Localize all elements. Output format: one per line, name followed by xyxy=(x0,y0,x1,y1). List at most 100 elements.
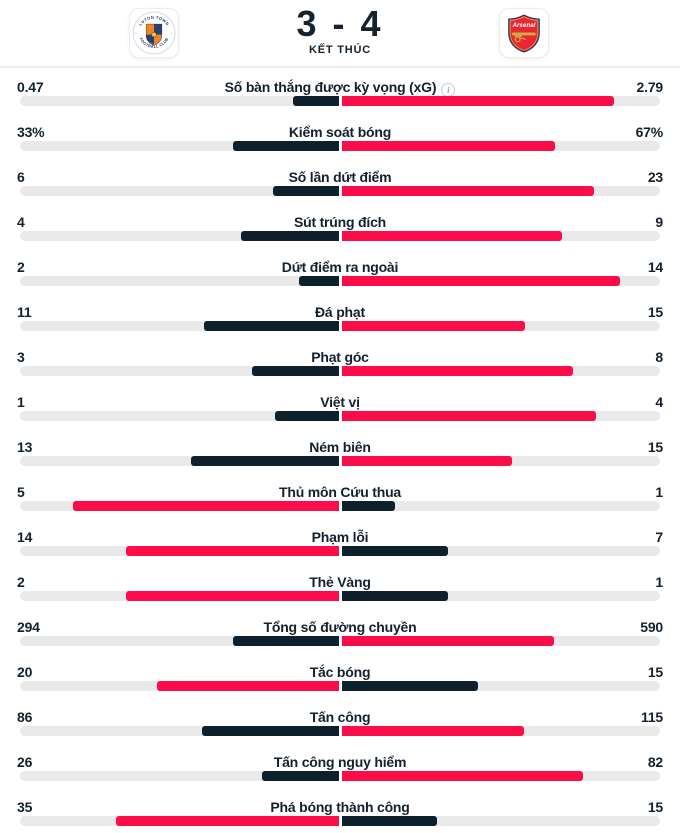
stat-label-text: Số bàn thắng được kỳ vọng (xG) xyxy=(224,79,437,95)
home-bar xyxy=(233,141,339,151)
stat-label-text: Ném biên xyxy=(309,439,371,455)
home-value: 2 xyxy=(17,574,25,590)
stat-label: Phạm lỗi xyxy=(60,529,620,545)
away-bar-track xyxy=(341,816,660,826)
home-bar xyxy=(272,186,339,196)
stat-label-text: Phạm lỗi xyxy=(311,529,369,545)
away-bar-track xyxy=(341,636,660,646)
away-bar-track xyxy=(341,96,660,106)
home-team-logo[interactable]: LUTON TOWN FOOTBALL CLUB « » xyxy=(129,8,179,58)
stat-bar-track xyxy=(20,816,660,826)
away-bar-track xyxy=(341,501,660,511)
score: 3 - 4 xyxy=(296,3,384,44)
stat-bar-track xyxy=(20,456,660,466)
away-bar-track xyxy=(341,456,660,466)
stat-row: 14 Phạm lỗi 7 xyxy=(0,518,680,563)
home-bar xyxy=(274,411,339,421)
away-bar-track xyxy=(341,546,660,556)
home-bar-track xyxy=(20,591,339,601)
away-value: 115 xyxy=(641,709,663,725)
away-logo-text: Arsenal xyxy=(511,22,535,29)
stat-label: Tổng số đường chuyền xyxy=(60,619,620,635)
stat-label: Thủ môn Cứu thua xyxy=(60,484,620,500)
stat-row: 86 Tấn công 115 xyxy=(0,698,680,743)
stat-row: 3 Phạt góc 8 xyxy=(0,338,680,383)
home-value: 35 xyxy=(17,799,33,815)
home-value: 1 xyxy=(17,394,25,410)
away-bar xyxy=(341,96,615,106)
home-bar-track xyxy=(20,501,339,511)
stat-bar-track xyxy=(20,771,660,781)
away-bar xyxy=(341,456,513,466)
stat-label: Số lần dứt điểm xyxy=(60,169,620,185)
stat-label-text: Phạt góc xyxy=(311,349,369,365)
away-bar-track xyxy=(341,186,660,196)
stat-label: Tấn công xyxy=(60,709,620,725)
stats-list: 0.47 Số bàn thắng được kỳ vọng (xG) i 2.79 3… xyxy=(0,68,680,833)
away-value: 14 xyxy=(647,259,663,275)
home-value: 0.47 xyxy=(17,79,44,95)
away-value: 2.79 xyxy=(636,79,664,95)
stat-row: 1 Việt vị 4 xyxy=(0,383,680,428)
home-bar-track xyxy=(20,186,339,196)
stat-row: 35 Phá bóng thành công 15 xyxy=(0,788,680,833)
away-bar-track xyxy=(341,591,660,601)
stat-bar-track xyxy=(20,186,660,196)
away-bar-track xyxy=(341,681,660,691)
stat-label-text: Tổng số đường chuyền xyxy=(263,619,417,635)
stat-bar-track xyxy=(20,501,660,511)
home-bar-track xyxy=(20,636,339,646)
stat-label-text: Đá phạt xyxy=(315,304,365,320)
home-bar-track xyxy=(20,816,339,826)
home-value: 20 xyxy=(17,664,33,680)
home-bar xyxy=(202,726,339,736)
stat-bar-track xyxy=(20,591,660,601)
stat-row: 20 Tắc bóng 15 xyxy=(0,653,680,698)
home-value: 4 xyxy=(17,214,25,230)
home-bar-track xyxy=(20,411,339,421)
luton-town-crest-icon: LUTON TOWN FOOTBALL CLUB « » xyxy=(132,11,176,55)
stat-row: 0.47 Số bàn thắng được kỳ vọng (xG) i 2.79 xyxy=(0,68,680,113)
away-value: 23 xyxy=(647,169,663,185)
info-icon[interactable]: i xyxy=(441,83,456,97)
stat-row: 5 Thủ môn Cứu thua 1 xyxy=(0,473,680,518)
home-bar-track xyxy=(20,231,339,241)
stat-label-text: Sút trúng đích xyxy=(293,214,387,230)
stat-label-text: Tấn công nguy hiểm xyxy=(273,754,407,770)
home-value: 13 xyxy=(17,439,33,455)
away-bar-track xyxy=(341,366,660,376)
stat-label: Dứt điểm ra ngoài xyxy=(60,259,620,275)
home-bar xyxy=(292,96,339,106)
stat-bar-track xyxy=(20,411,660,421)
stat-label: Phạt góc xyxy=(60,349,620,365)
stat-label-text: Kiểm soát bóng xyxy=(288,124,392,140)
away-bar-track xyxy=(341,771,660,781)
stat-label: Phá bóng thành công xyxy=(60,799,620,815)
away-value: 9 xyxy=(655,214,663,230)
away-bar xyxy=(341,681,478,691)
stat-row: 26 Tấn công nguy hiểm 82 xyxy=(0,743,680,788)
away-bar xyxy=(341,411,597,421)
home-value: 86 xyxy=(17,709,33,725)
home-value: 3 xyxy=(17,349,25,365)
away-bar xyxy=(341,366,574,376)
home-bar-track xyxy=(20,771,339,781)
away-value: 7 xyxy=(655,529,663,545)
stat-bar-track xyxy=(20,726,660,736)
home-value: 11 xyxy=(17,304,32,320)
away-team-logo[interactable]: Arsenal xyxy=(499,8,549,58)
home-bar-track xyxy=(20,681,339,691)
away-value: 1 xyxy=(655,484,663,500)
home-value: 6 xyxy=(17,169,25,185)
away-bar-track xyxy=(341,726,660,736)
stat-label: Ném biên xyxy=(60,439,620,455)
stat-label: Tắc bóng xyxy=(60,664,620,680)
stat-row: 2 Thẻ Vàng 1 xyxy=(0,563,680,608)
away-bar xyxy=(341,726,524,736)
home-bar-track xyxy=(20,141,339,151)
home-bar-track xyxy=(20,456,339,466)
stat-bar-track xyxy=(20,636,660,646)
home-bar xyxy=(190,456,339,466)
away-bar xyxy=(341,321,526,331)
stat-row: 6 Số lần dứt điểm 23 xyxy=(0,158,680,203)
